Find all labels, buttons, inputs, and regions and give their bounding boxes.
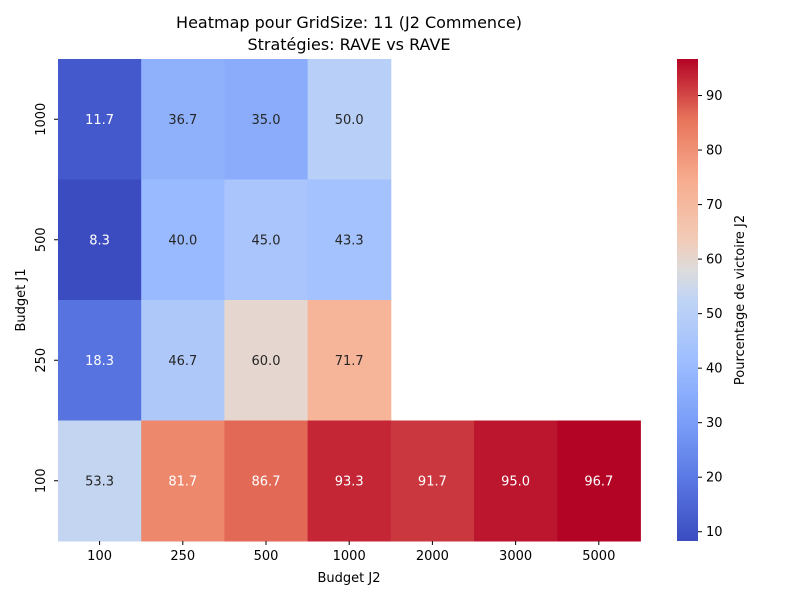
cell-value-label: 86.7 bbox=[252, 474, 281, 489]
cell-value-label: 18.3 bbox=[85, 354, 114, 369]
cell-value-label: 45.0 bbox=[252, 233, 281, 248]
y-tick-label: 1000 bbox=[34, 103, 49, 136]
cell-value-label: 81.7 bbox=[168, 474, 197, 489]
cell-value-label: 60.0 bbox=[252, 354, 281, 369]
heatmap-cell bbox=[307, 300, 392, 421]
heatmap-cell bbox=[474, 420, 558, 542]
heatmap-cell bbox=[557, 420, 641, 542]
heatmap-cells: 11.7 36.7 35.0 50.0 8.3 40.0 45.0 43.3 18.3 46.7 6… bbox=[58, 59, 641, 542]
cell-value-label: 11.7 bbox=[85, 113, 114, 128]
heatmap-cell bbox=[390, 420, 475, 542]
colorbar-tick-label: 70 bbox=[706, 198, 723, 213]
colorbar-label: Pourcentage de victoire J2 bbox=[733, 215, 748, 385]
heatmap-cell bbox=[58, 420, 142, 542]
colorbar-ticks: 10 20 30 40 50 60 70 80 90 bbox=[698, 89, 723, 540]
x-tick-label: 250 bbox=[170, 549, 195, 564]
heatmap-cell bbox=[141, 300, 225, 421]
x-axis-ticks: 100 250 500 1000 2000 3000 5000 bbox=[87, 541, 615, 564]
heatmap-cell bbox=[58, 59, 142, 180]
heatmap-cell bbox=[307, 179, 392, 301]
heatmap-cell bbox=[141, 420, 225, 542]
cell-value-label: 96.7 bbox=[584, 474, 613, 489]
heatmap-cell bbox=[141, 179, 225, 301]
heatmap-cell bbox=[224, 179, 309, 301]
colorbar-tick-label: 90 bbox=[706, 89, 723, 104]
colorbar bbox=[677, 59, 698, 541]
cell-value-label: 35.0 bbox=[252, 113, 281, 128]
x-tick-label: 5000 bbox=[582, 549, 615, 564]
x-tick-label: 100 bbox=[87, 549, 112, 564]
chart-title: Heatmap pour GridSize: 11 (J2 Commence) bbox=[176, 13, 522, 32]
heatmap-cell bbox=[307, 420, 392, 542]
y-tick-label: 250 bbox=[34, 348, 49, 373]
x-tick-label: 500 bbox=[254, 549, 279, 564]
cell-value-label: 93.3 bbox=[335, 474, 364, 489]
cell-value-label: 46.7 bbox=[168, 354, 197, 369]
chart-subtitle: Stratégies: RAVE vs RAVE bbox=[247, 35, 450, 54]
colorbar-tick-label: 50 bbox=[706, 307, 723, 322]
cell-value-label: 53.3 bbox=[85, 474, 114, 489]
x-tick-label: 2000 bbox=[416, 549, 449, 564]
y-tick-label: 500 bbox=[34, 227, 49, 252]
heatmap-cell bbox=[224, 420, 309, 542]
cell-value-label: 95.0 bbox=[501, 474, 530, 489]
heatmap-cell bbox=[141, 59, 225, 180]
cell-value-label: 91.7 bbox=[418, 474, 447, 489]
heatmap-cell bbox=[58, 300, 142, 421]
heatmap-cell bbox=[224, 59, 309, 180]
colorbar-tick-label: 60 bbox=[706, 253, 723, 268]
heatmap-cell bbox=[58, 179, 142, 301]
x-axis-label: Budget J2 bbox=[318, 571, 381, 586]
colorbar-tick-label: 80 bbox=[706, 144, 723, 159]
colorbar-tick-label: 40 bbox=[706, 362, 723, 377]
cell-value-label: 50.0 bbox=[335, 113, 364, 128]
colorbar-tick-label: 30 bbox=[706, 416, 723, 431]
y-tick-label: 100 bbox=[34, 468, 49, 493]
cell-value-label: 40.0 bbox=[168, 233, 197, 248]
heatmap-cell bbox=[224, 300, 309, 421]
heatmap-cell bbox=[307, 59, 392, 180]
y-axis-ticks: 1000 500 250 100 bbox=[34, 103, 58, 493]
x-tick-label: 3000 bbox=[499, 549, 532, 564]
y-axis-label: Budget J1 bbox=[14, 269, 29, 332]
cell-value-label: 36.7 bbox=[168, 113, 197, 128]
cell-value-label: 43.3 bbox=[335, 233, 364, 248]
colorbar-tick-label: 20 bbox=[706, 471, 723, 486]
cell-value-label: 8.3 bbox=[89, 233, 110, 248]
cell-value-label: 71.7 bbox=[335, 354, 364, 369]
x-tick-label: 1000 bbox=[333, 549, 366, 564]
colorbar-tick-label: 10 bbox=[706, 525, 723, 540]
